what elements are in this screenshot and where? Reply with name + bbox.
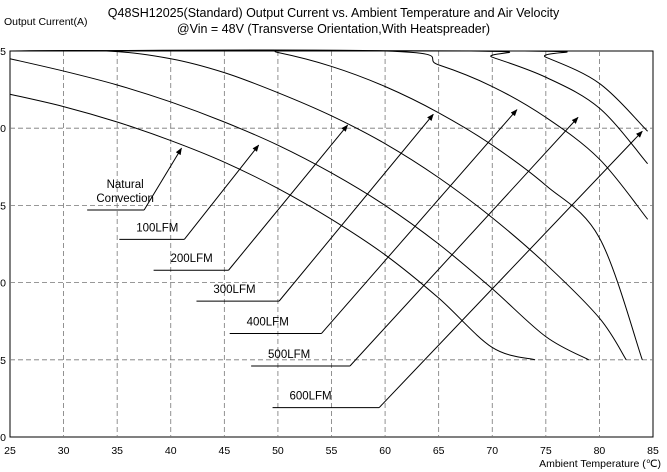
annotation-arrow [349, 116, 579, 367]
chart-subtitle: @Vin = 48V (Transverse Orientation,With … [176, 22, 491, 36]
x-tick-label: 55 [326, 445, 338, 457]
y-tick-label: 5 [0, 355, 6, 367]
x-tick-label: 70 [486, 445, 498, 457]
y-tick-label: 25 [0, 46, 6, 58]
x-tick-label: 85 [647, 445, 659, 457]
x-tick-label: 40 [165, 445, 177, 457]
annotation-label: 200LFM [171, 253, 213, 265]
annotation-label: 500LFM [268, 349, 310, 361]
annotation-label: 300LFM [213, 284, 255, 296]
annotation-label: 100LFM [136, 222, 178, 234]
x-tick-label: 30 [58, 445, 70, 457]
x-axis-label: Ambient Temperature (℃) [539, 458, 661, 470]
series-line [9, 49, 627, 361]
series-line [9, 49, 649, 220]
chart-title: Q48SH12025(Standard) Output Current vs. … [107, 6, 560, 20]
x-tick-label: 65 [433, 445, 445, 457]
series-line [9, 93, 536, 361]
annotation-group: Natural Convection 100LFM 200LFM 300LFM 400LF… [87, 109, 643, 409]
y-axis-label: Output Current(A) [4, 16, 88, 28]
annotation-label: Convection [96, 193, 154, 205]
y-tick-label: 20 [0, 123, 6, 135]
annotation-arrow [228, 124, 349, 271]
annotation-arrow [143, 147, 182, 211]
axis-ticks: 25 30 35 40 45 50 55 60 65 70 75 80 85 0 5 10 15 20 25 [0, 46, 659, 457]
x-tick-label: 50 [272, 445, 284, 457]
annotation-label: 600LFM [289, 391, 331, 403]
y-tick-label: 15 [0, 200, 6, 212]
x-tick-label: 45 [218, 445, 230, 457]
series-group [9, 49, 649, 361]
x-tick-label: 80 [594, 445, 606, 457]
annotation-arrow [278, 113, 434, 302]
grid-lines [10, 51, 653, 437]
x-tick-label: 60 [379, 445, 391, 457]
annotation-arrow [378, 130, 643, 409]
annotation-label: Natural [107, 179, 144, 191]
series-line [9, 50, 648, 132]
series-line [9, 58, 589, 361]
y-tick-label: 10 [0, 278, 6, 290]
y-tick-label: 0 [0, 432, 6, 444]
annotation-arrow [321, 109, 518, 334]
annotation-label: 400LFM [247, 317, 289, 329]
x-tick-label: 75 [540, 445, 552, 457]
x-tick-label: 25 [4, 445, 16, 457]
annotation-arrow [183, 144, 260, 240]
x-tick-label: 35 [111, 445, 123, 457]
